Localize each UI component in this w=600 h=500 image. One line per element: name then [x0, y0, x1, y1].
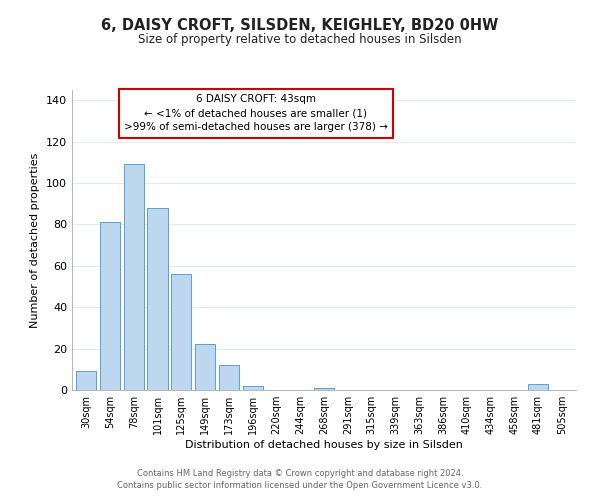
- Bar: [76, 372, 97, 390]
- Bar: [195, 344, 215, 390]
- Bar: [242, 386, 263, 390]
- Text: 6, DAISY CROFT, SILSDEN, KEIGHLEY, BD20 0HW: 6, DAISY CROFT, SILSDEN, KEIGHLEY, BD20 …: [101, 18, 499, 32]
- Bar: [124, 164, 144, 390]
- Bar: [100, 222, 120, 390]
- Bar: [528, 384, 548, 390]
- Text: Contains public sector information licensed under the Open Government Licence v3: Contains public sector information licen…: [118, 481, 482, 490]
- Text: 6 DAISY CROFT: 43sqm
← <1% of detached houses are smaller (1)
>99% of semi-detac: 6 DAISY CROFT: 43sqm ← <1% of detached h…: [124, 94, 388, 132]
- X-axis label: Distribution of detached houses by size in Silsden: Distribution of detached houses by size …: [185, 440, 463, 450]
- Bar: [314, 388, 334, 390]
- Bar: [219, 365, 239, 390]
- Text: Contains HM Land Registry data © Crown copyright and database right 2024.: Contains HM Land Registry data © Crown c…: [137, 468, 463, 477]
- Bar: [148, 208, 167, 390]
- Bar: [171, 274, 191, 390]
- Text: Size of property relative to detached houses in Silsden: Size of property relative to detached ho…: [138, 32, 462, 46]
- Y-axis label: Number of detached properties: Number of detached properties: [31, 152, 40, 328]
